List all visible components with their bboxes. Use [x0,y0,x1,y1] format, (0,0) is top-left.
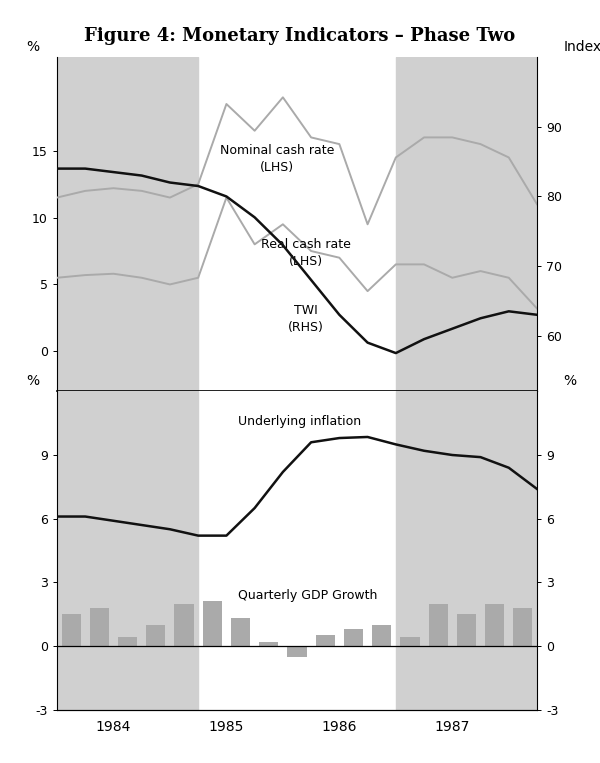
Bar [287,646,307,656]
Text: Underlying inflation: Underlying inflation [238,415,361,428]
Text: Figure 4: Monetary Indicators – Phase Two: Figure 4: Monetary Indicators – Phase Tw… [85,27,515,45]
Bar [259,642,278,646]
Bar [396,391,537,710]
Bar [372,625,391,646]
Text: TWI
(RHS): TWI (RHS) [287,304,323,334]
Bar [62,614,81,646]
Bar [146,625,166,646]
Bar [118,637,137,646]
Bar [175,604,194,646]
Text: %: % [26,374,39,388]
Text: Quarterly GDP Growth: Quarterly GDP Growth [238,589,377,602]
Text: %: % [26,40,39,54]
Bar [57,57,198,391]
Bar [57,391,198,710]
Bar [231,618,250,646]
Text: %: % [563,374,577,388]
Text: Index: Index [563,40,600,54]
Bar [485,604,504,646]
Bar [428,604,448,646]
Bar [457,614,476,646]
Bar [316,636,335,646]
Bar [90,608,109,646]
Text: Real cash rate
(LHS): Real cash rate (LHS) [260,237,350,268]
Text: Nominal cash rate
(LHS): Nominal cash rate (LHS) [220,144,334,174]
Bar [203,601,222,646]
Bar [396,57,537,391]
Bar [344,629,363,646]
Bar [400,637,419,646]
Bar [513,608,532,646]
